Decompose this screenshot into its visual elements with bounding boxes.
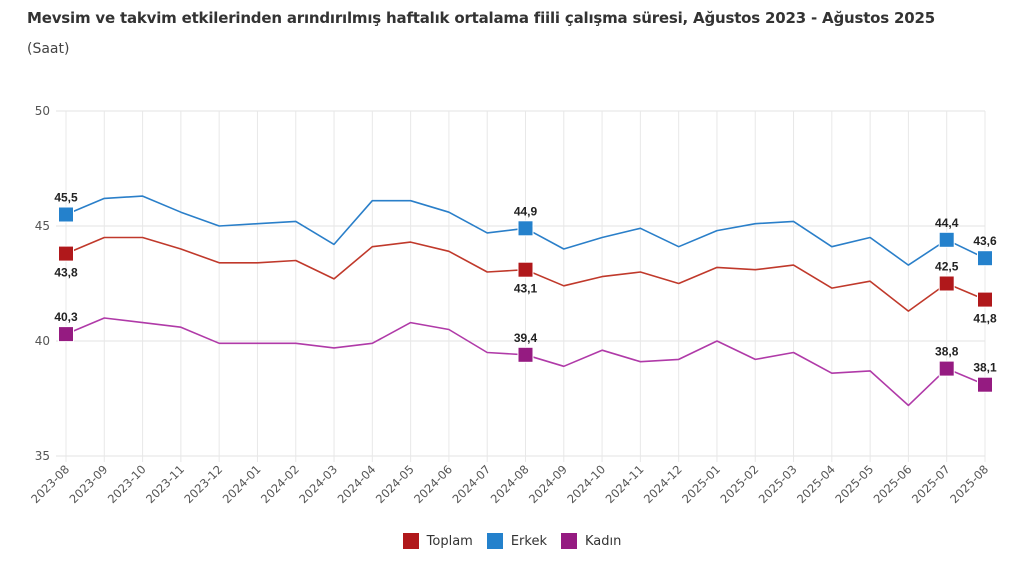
data-point-marker-kadin [977, 376, 993, 393]
data-label-erkek: 45,5 [54, 191, 78, 205]
legend-swatch-erkek [486, 533, 503, 549]
y-tick-label: 45 [35, 219, 50, 233]
data-label-toplam: 41,8 [973, 312, 997, 326]
data-point-marker-erkek [977, 250, 993, 267]
x-tick-label: 2025-06 [871, 462, 915, 506]
data-label-toplam: 43,8 [54, 266, 78, 280]
data-point-marker-kadin [517, 346, 534, 363]
data-point-marker-toplam [58, 245, 74, 262]
x-tick-label: 2024-09 [526, 462, 570, 506]
x-tick-label: 2024-03 [296, 462, 340, 506]
legend-label: Toplam [426, 533, 473, 549]
x-tick-label: 2025-03 [756, 462, 800, 506]
x-tick-label: 2024-05 [373, 462, 417, 506]
y-axis: 50 45 40 35 [35, 104, 50, 463]
y-tick-label: 50 [35, 104, 50, 118]
data-label-kadin: 38,8 [935, 345, 959, 359]
x-axis: 2023-082023-092023-102023-112023-122024-… [28, 462, 991, 506]
data-point-marker-toplam [977, 291, 993, 308]
x-tick-label: 2023-09 [67, 462, 111, 506]
data-labels: 45,5 44,9 44,4 43,6 43,8 43,1 42,5 41,8 40,3 39,4… [54, 191, 997, 375]
data-label-erkek: 43,6 [973, 234, 997, 248]
legend-item-toplam[interactable]: Toplam [402, 533, 473, 549]
x-tick-label: 2023-10 [105, 462, 149, 506]
legend-swatch-kadin [560, 533, 577, 549]
data-point-marker-erkek [938, 231, 955, 248]
x-tick-label: 2024-06 [411, 462, 455, 506]
chart-subtitle: (Saat) [27, 41, 70, 57]
legend-label: Erkek [510, 533, 547, 549]
x-tick-label: 2024-02 [258, 462, 302, 506]
x-tick-label: 2024-12 [641, 462, 685, 506]
data-label-kadin: 40,3 [54, 310, 78, 324]
y-tick-label: 40 [35, 334, 50, 348]
legend: Toplam Erkek Kadın [0, 533, 1024, 549]
x-tick-label: 2025-08 [947, 462, 991, 506]
legend-item-kadin[interactable]: Kadın [560, 533, 622, 549]
x-tick-label: 2024-01 [220, 462, 264, 506]
data-label-toplam: 42,5 [935, 260, 959, 274]
x-tick-label: 2024-11 [603, 462, 647, 506]
x-tick-label: 2025-01 [679, 462, 723, 506]
data-label-kadin: 38,1 [973, 361, 997, 375]
data-point-marker-kadin [58, 326, 74, 343]
data-label-erkek: 44,4 [935, 216, 959, 230]
data-label-toplam: 43,1 [514, 282, 538, 296]
chart-title: Mevsim ve takvim etkilerinden arındırılm… [27, 9, 935, 27]
data-point-marker-toplam [938, 275, 955, 292]
x-tick-label: 2024-08 [488, 462, 532, 506]
legend-swatch-toplam [402, 533, 419, 549]
x-tick-label: 2024-10 [564, 462, 608, 506]
data-label-kadin: 39,4 [514, 331, 538, 345]
data-point-marker-erkek [517, 220, 534, 237]
data-point-marker-kadin [938, 360, 955, 377]
x-tick-label: 2025-02 [717, 462, 761, 506]
x-tick-label: 2024-04 [335, 462, 379, 506]
y-tick-label: 35 [35, 449, 50, 463]
grid [56, 110, 986, 462]
legend-label: Kadın [584, 533, 622, 549]
x-tick-label: 2023-11 [143, 462, 187, 506]
x-tick-label: 2025-07 [909, 462, 953, 506]
series-markers [58, 206, 993, 393]
x-tick-label: 2025-04 [794, 462, 838, 506]
data-point-marker-toplam [517, 261, 534, 278]
x-tick-label: 2023-08 [28, 462, 72, 506]
legend-item-erkek[interactable]: Erkek [486, 533, 547, 549]
x-tick-label: 2024-07 [449, 462, 493, 506]
x-tick-label: 2025-05 [832, 462, 876, 506]
x-tick-label: 2023-12 [181, 462, 225, 506]
data-label-erkek: 44,9 [514, 204, 538, 218]
data-point-marker-erkek [58, 206, 74, 223]
